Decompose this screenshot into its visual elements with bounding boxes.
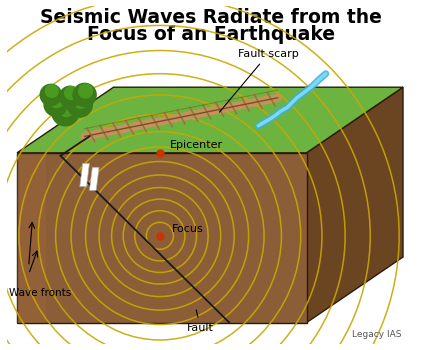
Polygon shape [80,163,89,187]
Circle shape [50,94,64,108]
Polygon shape [17,153,46,323]
Circle shape [52,99,79,126]
Text: Fault: Fault [187,310,214,332]
Circle shape [78,84,92,98]
Polygon shape [17,87,403,153]
Circle shape [60,86,81,107]
Text: Seismic Waves Radiate from the: Seismic Waves Radiate from the [40,8,382,27]
Circle shape [46,85,58,97]
Polygon shape [306,87,403,323]
Circle shape [58,100,74,117]
Text: Wave fronts: Wave fronts [9,288,72,298]
Text: Focus: Focus [171,224,203,234]
Circle shape [73,83,96,106]
Circle shape [40,84,62,106]
Circle shape [73,93,88,108]
Polygon shape [89,167,99,190]
Text: Focus of an Earthquake: Focus of an Earthquake [87,26,335,44]
Circle shape [44,93,67,116]
Circle shape [65,86,78,99]
Polygon shape [17,153,306,323]
Text: Fault scarp: Fault scarp [219,49,298,112]
Circle shape [67,92,92,117]
Text: Legacy IAS: Legacy IAS [352,330,401,339]
Text: Epicenter: Epicenter [170,140,223,150]
